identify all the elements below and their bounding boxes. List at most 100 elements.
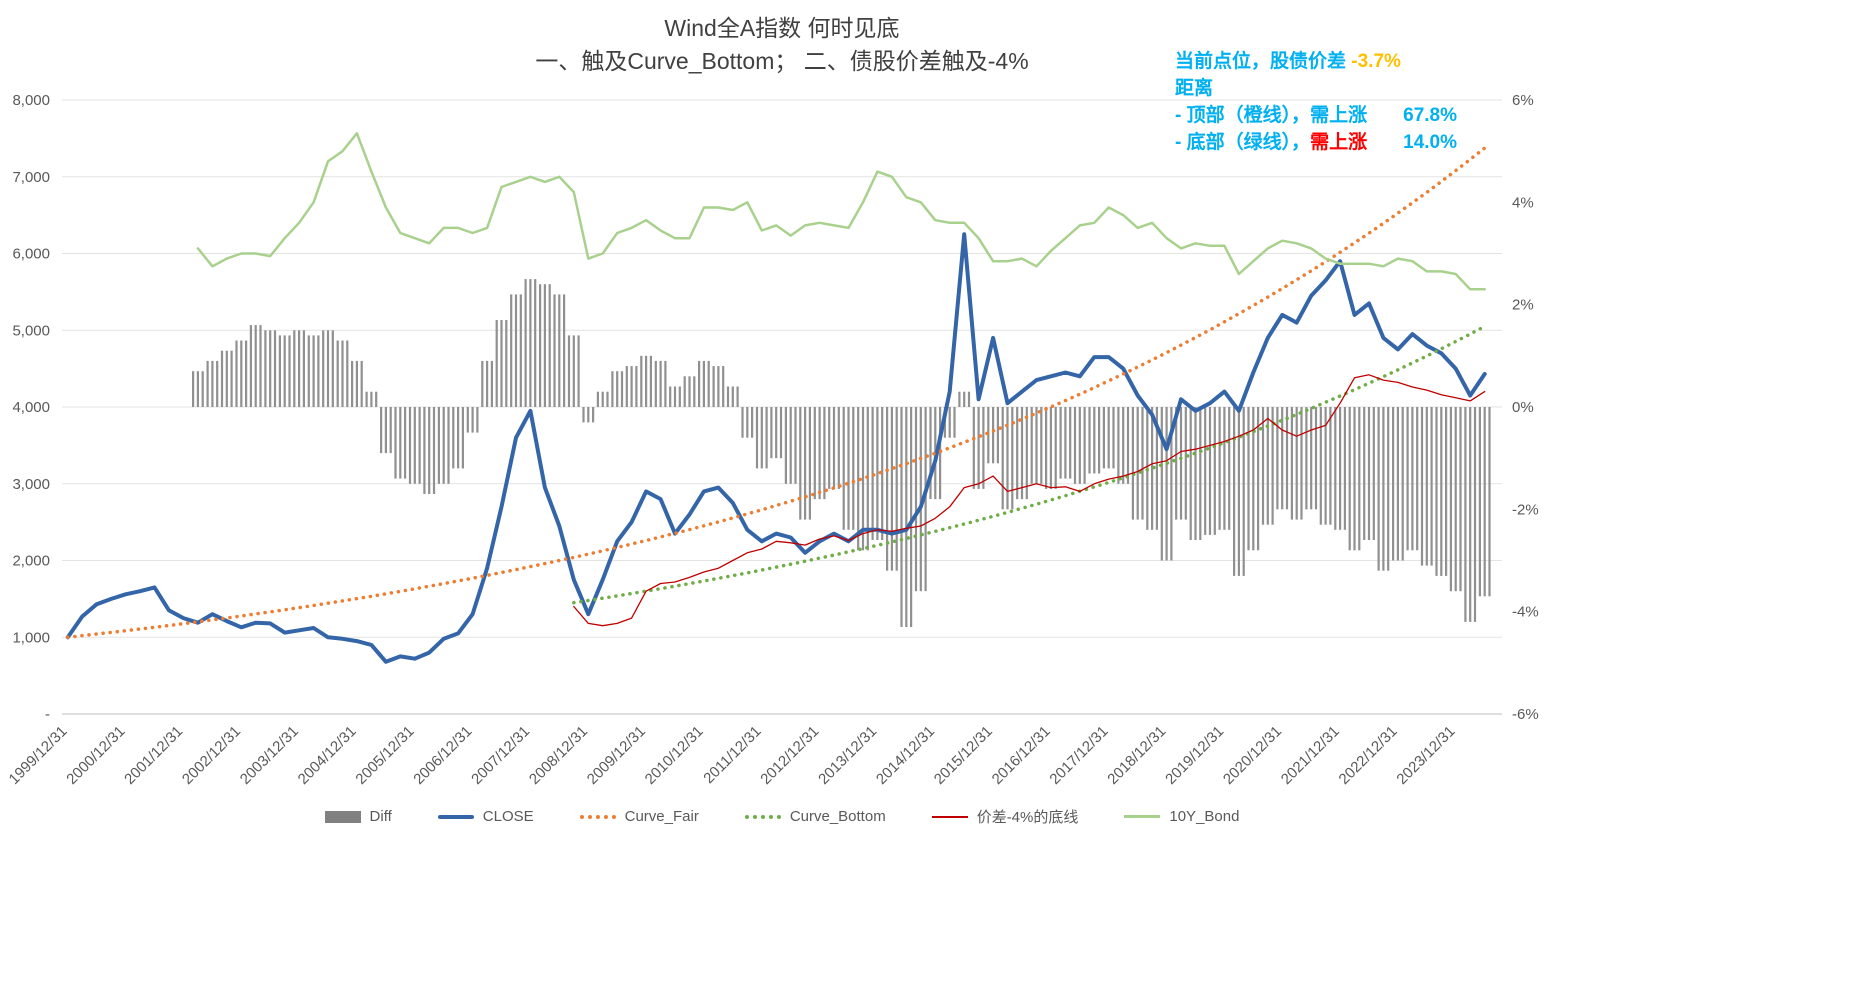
diff-bar bbox=[539, 284, 542, 407]
diff-bar bbox=[900, 407, 903, 627]
diff-bar bbox=[1016, 407, 1019, 500]
diff-bar bbox=[577, 335, 580, 407]
diff-bar bbox=[673, 386, 677, 407]
x-axis-label: 2008/12/31 bbox=[526, 723, 591, 788]
diff-bar bbox=[1107, 407, 1110, 469]
diff-bar bbox=[1083, 407, 1086, 484]
diff-bar bbox=[1339, 407, 1342, 530]
x-axis-label: 2002/12/31 bbox=[179, 723, 244, 788]
diff-bar bbox=[1372, 407, 1375, 540]
diff-bar bbox=[1276, 407, 1279, 510]
diff-bar bbox=[1449, 407, 1452, 592]
left-axis-label: 6,000 bbox=[12, 246, 50, 263]
x-axis-label: 2015/12/31 bbox=[931, 723, 996, 788]
diff-bar bbox=[645, 355, 648, 407]
x-axis-label: 2005/12/31 bbox=[352, 723, 417, 788]
diff-bar bbox=[486, 360, 489, 407]
diff-bar bbox=[384, 407, 387, 454]
diff-bar bbox=[1285, 407, 1289, 510]
x-axis-label: 2016/12/31 bbox=[989, 723, 1054, 788]
diff-bar bbox=[1353, 407, 1356, 551]
diff-bar bbox=[1377, 407, 1380, 571]
diff-bar bbox=[1011, 407, 1014, 510]
diff-bar bbox=[567, 335, 571, 407]
diff-bar bbox=[611, 371, 614, 407]
legend-item-curve-fair: Curve_Fair bbox=[579, 808, 699, 825]
diff-bar bbox=[698, 360, 701, 407]
diff-bar bbox=[881, 407, 884, 540]
diff-bar bbox=[1093, 407, 1096, 474]
diff-bar bbox=[1122, 407, 1125, 484]
diff-bar bbox=[375, 391, 378, 407]
diff-bar bbox=[1420, 407, 1424, 566]
diff-bar bbox=[654, 360, 657, 407]
diff-bar bbox=[616, 371, 619, 407]
diff-bar bbox=[1363, 407, 1366, 540]
diff-bar bbox=[1194, 407, 1197, 540]
x-axis-label: 2012/12/31 bbox=[757, 723, 822, 788]
x-axis-label: 2020/12/31 bbox=[1220, 723, 1285, 788]
diff-bar bbox=[1387, 407, 1390, 571]
diff-bar bbox=[312, 335, 315, 407]
diff-bar bbox=[784, 407, 787, 484]
diff-bar bbox=[394, 407, 397, 479]
diff-bar bbox=[211, 360, 214, 407]
diff-bar bbox=[1242, 407, 1245, 576]
left-axis-label: 4,000 bbox=[12, 399, 50, 416]
diff-bar bbox=[1141, 407, 1144, 520]
diff-bar bbox=[326, 330, 330, 408]
diff-bar bbox=[914, 407, 918, 592]
x-axis-label: 2003/12/31 bbox=[237, 723, 302, 788]
chart-title: Wind全A指数 何时见底 bbox=[664, 15, 900, 41]
diff-bar bbox=[235, 340, 238, 407]
x-axis-label: 2004/12/31 bbox=[295, 723, 360, 788]
diff-bar bbox=[220, 350, 224, 407]
diff-bar bbox=[563, 294, 566, 407]
diff-bar bbox=[1175, 407, 1178, 520]
diff-bar bbox=[196, 371, 199, 407]
diff-bar bbox=[1435, 407, 1438, 576]
diff-bar bbox=[1126, 407, 1130, 484]
diff-bar bbox=[886, 407, 889, 571]
diff-bar bbox=[389, 407, 392, 454]
diff-bar bbox=[447, 407, 450, 484]
diff-bar bbox=[1295, 407, 1298, 520]
annotation-box: 当前点位，股债价差 -3.7% 距离 - 顶部（橙线），需上涨 67.8% - … bbox=[1175, 48, 1457, 156]
x-axis-label: 2019/12/31 bbox=[1162, 723, 1227, 788]
diff-bar bbox=[842, 407, 845, 530]
annotation-top-label: - 顶部（橙线），需上涨 bbox=[1175, 105, 1368, 126]
x-axis-label: 2018/12/31 bbox=[1104, 723, 1169, 788]
diff-bar bbox=[596, 391, 599, 407]
diff-bar bbox=[225, 350, 228, 407]
diff-bar bbox=[432, 407, 436, 494]
diff-bar bbox=[1425, 407, 1428, 566]
diff-bar bbox=[307, 335, 310, 407]
diff-bar bbox=[1488, 407, 1491, 597]
diff-bar bbox=[1208, 407, 1212, 535]
diff-bar bbox=[1329, 407, 1332, 525]
x-axis-label: 2006/12/31 bbox=[410, 723, 475, 788]
diff-bar bbox=[813, 407, 816, 500]
diff-bar bbox=[249, 325, 252, 407]
diff-bar bbox=[1179, 407, 1183, 520]
diff-bar bbox=[404, 407, 407, 479]
diff-bar bbox=[1131, 407, 1134, 520]
diff-bar bbox=[963, 391, 966, 407]
diff-bar bbox=[259, 325, 262, 407]
diff-bar bbox=[558, 294, 561, 407]
diff-bar bbox=[1049, 407, 1052, 489]
left-axis-label: 2,000 bbox=[12, 553, 50, 570]
legend-label-close: CLOSE bbox=[482, 808, 534, 825]
chart-subtitle: 一、触及Curve_Bottom； 二、债股价差触及-4% bbox=[535, 48, 1029, 74]
diff-bar bbox=[1247, 407, 1250, 551]
diff-bars bbox=[192, 279, 1491, 627]
diff-bar bbox=[317, 335, 320, 407]
legend-label-10y-bond: 10Y_Bond bbox=[1169, 808, 1240, 825]
diff-bar bbox=[592, 407, 595, 423]
diff-bar bbox=[712, 366, 715, 407]
annotation-current-value: -3.7% bbox=[1351, 51, 1401, 72]
diff-bar bbox=[876, 407, 879, 540]
diff-bar bbox=[240, 340, 243, 407]
diff-bar bbox=[254, 325, 257, 407]
